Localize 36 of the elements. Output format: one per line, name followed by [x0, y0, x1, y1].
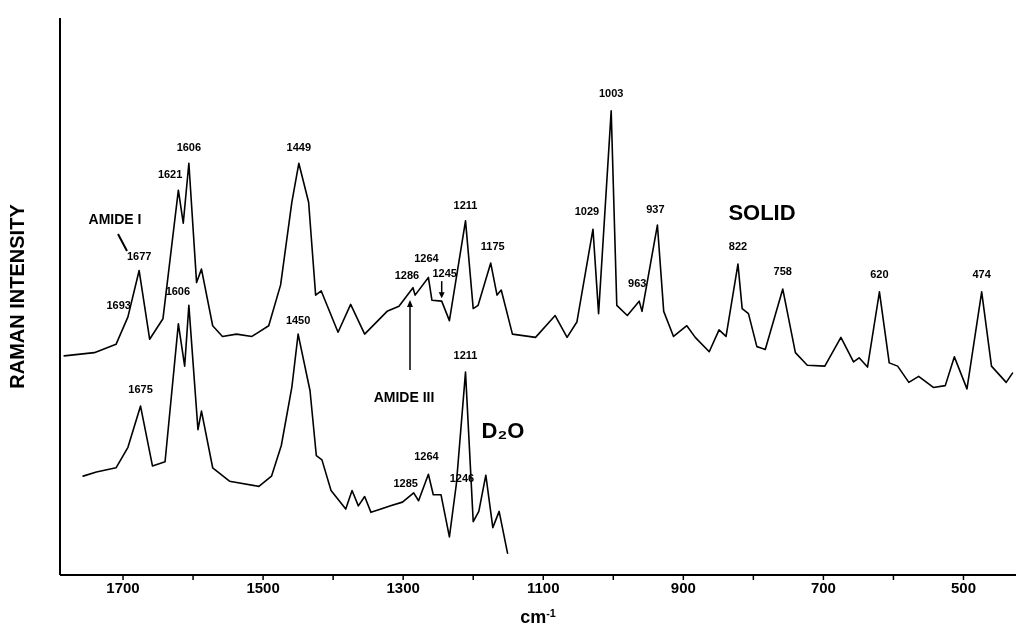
x-tick-label: 1100	[526, 578, 560, 596]
annotation: 1245	[432, 267, 457, 280]
x-tick-label: 500	[950, 578, 976, 596]
annotation: 1285	[393, 476, 418, 489]
annotation: 1677	[126, 249, 152, 262]
series-label: D₂O	[481, 418, 525, 443]
x-tick-label: 1300	[386, 578, 420, 596]
x-tick-label: 1700	[106, 578, 140, 596]
annotation: AMIDE I	[88, 211, 142, 227]
annotation: AMIDE III	[373, 389, 435, 405]
annotation: 1621	[157, 168, 183, 181]
annotation: 937	[646, 203, 665, 216]
annotation: 963	[628, 277, 647, 290]
x-tick-label: 900	[670, 578, 696, 596]
annotation: 822	[728, 240, 748, 253]
annotation: 1264	[414, 252, 440, 265]
annotation: 1175	[480, 240, 505, 253]
annotation: 1003	[598, 86, 624, 99]
annotation: 1606	[176, 141, 202, 154]
annotation: 620	[870, 267, 889, 280]
series-label: SOLID	[728, 200, 796, 225]
annotation: 474	[972, 267, 992, 280]
annotation: 1449	[286, 141, 312, 154]
annotation: 1693	[106, 298, 131, 311]
x-tick-label: 1500	[246, 578, 280, 596]
x-tick-label: 700	[810, 578, 836, 596]
annotation: 1211	[453, 349, 478, 362]
annotation: 1450	[285, 314, 311, 327]
annotation: 1264	[414, 450, 440, 463]
annotation: 758	[773, 265, 792, 278]
annotation: 1675	[128, 383, 153, 396]
annotation: 1029	[574, 205, 600, 218]
x-axis-title: cm$^{-1}$	[520, 607, 556, 627]
y-axis-title: RAMAN INTENSITY	[6, 203, 28, 389]
annotation: 1286	[394, 268, 420, 281]
annotation: 1211	[453, 198, 478, 211]
